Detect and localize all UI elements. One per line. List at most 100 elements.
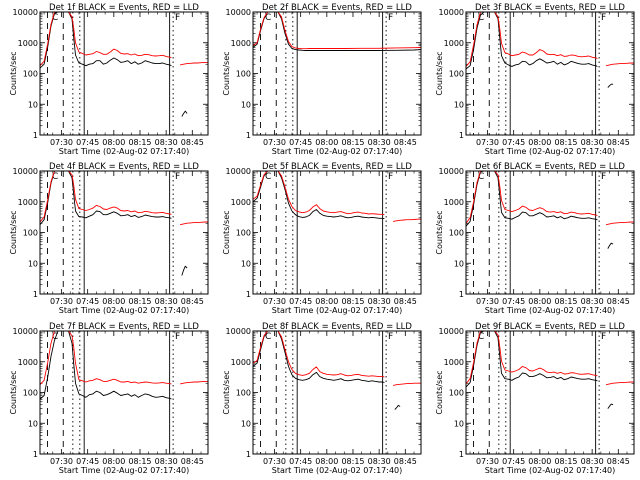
y-axis-label: Counts/sec: [435, 210, 444, 254]
axes-frame: [465, 170, 635, 295]
y-tick-label: 10000: [13, 327, 38, 336]
interval-marker-letter: F: [388, 13, 393, 23]
series-line-events: [394, 404, 401, 410]
x-tick-label: 08:00: [528, 297, 551, 306]
series-line-lld: [253, 12, 421, 50]
x-tick-label: 07:30: [263, 138, 286, 147]
y-tick-label: 10000: [13, 167, 38, 176]
x-axis-label: Start Time (02-Aug-02 07:17:40): [59, 147, 190, 156]
chart-panel: Det 7f BLACK = Events, RED = LLD Counts/s…: [9, 322, 209, 475]
y-tick-label: 1000: [444, 358, 464, 367]
series-line-lld: [253, 171, 385, 216]
x-tick-label: 08:30: [368, 297, 391, 306]
series-line-events: [607, 242, 614, 249]
x-axis-label: Start Time (02-Aug-02 07:17:40): [272, 147, 403, 156]
y-tick-label: 1: [246, 290, 251, 299]
series-line-lld: [605, 62, 634, 67]
chart-title: Det 2f BLACK = Events, RED = LLD: [262, 3, 412, 13]
interval-marker-letter: C: [52, 13, 58, 23]
series-line-events: [607, 83, 614, 88]
x-axis-label: Start Time (02-Aug-02 07:17:40): [272, 306, 403, 315]
x-tick-label: 07:45: [289, 138, 312, 147]
chart-panel: Det 5f BLACK = Events, RED = LLD Counts/s…: [222, 162, 422, 315]
x-tick-label: 07:30: [476, 138, 499, 147]
interval-marker-letter: F: [175, 172, 180, 182]
y-tick-label: 1: [459, 290, 464, 299]
chart-title: Det 9f BLACK = Events, RED = LLD: [475, 322, 625, 332]
y-tick-label: 10: [241, 259, 251, 268]
chart-title: Det 6f BLACK = Events, RED = LLD: [475, 162, 625, 172]
x-tick-label: 08:45: [607, 457, 630, 466]
axes-frame: [39, 11, 209, 136]
x-tick-label: 08:45: [181, 297, 204, 306]
chart-panel: Det 2f BLACK = Events, RED = LLD Counts/s…: [222, 3, 422, 156]
x-axis-label: Start Time (02-Aug-02 07:17:40): [485, 147, 616, 156]
x-axis-label: Start Time (02-Aug-02 07:17:40): [59, 306, 190, 315]
series-line-lld: [466, 331, 598, 385]
series-group: [253, 331, 421, 410]
x-tick-label: 07:30: [50, 138, 73, 147]
y-tick-label: 100: [23, 229, 38, 238]
y-tick-label: 100: [23, 389, 38, 398]
x-tick-label: 08:00: [528, 138, 551, 147]
x-tick-label: 08:15: [554, 297, 577, 306]
y-tick-label: 10: [241, 100, 251, 109]
y-tick-label: 1: [246, 131, 251, 140]
interval-marker-letter: C: [52, 172, 58, 182]
interval-marker-letter: C: [265, 172, 271, 182]
series-group: [253, 171, 421, 222]
x-tick-label: 07:45: [289, 457, 312, 466]
chart-title: Det 4f BLACK = Events, RED = LLD: [49, 162, 199, 172]
y-tick-label: 100: [449, 70, 464, 79]
x-tick-label: 08:45: [394, 457, 417, 466]
y-axis-label: Counts/sec: [222, 210, 231, 254]
series-line-events: [40, 171, 172, 225]
interval-marker-letter: F: [601, 332, 606, 342]
y-tick-label: 1000: [231, 198, 251, 207]
y-tick-label: 10: [28, 100, 38, 109]
axes-frame: [252, 11, 422, 136]
x-tick-label: 07:30: [476, 297, 499, 306]
x-tick-label: 07:45: [76, 138, 99, 147]
x-tick-label: 07:30: [476, 457, 499, 466]
series-line-lld: [253, 331, 385, 378]
y-tick-label: 10: [241, 419, 251, 428]
x-tick-label: 07:45: [502, 138, 525, 147]
y-axis-label: Counts/sec: [222, 370, 231, 414]
series-line-events: [253, 12, 421, 51]
y-tick-label: 1000: [444, 198, 464, 207]
series-group: [466, 171, 634, 249]
x-axis-label: Start Time (02-Aug-02 07:17:40): [272, 466, 403, 475]
y-tick-label: 100: [23, 70, 38, 79]
y-axis-label: Counts/sec: [9, 210, 18, 254]
y-tick-label: 100: [449, 389, 464, 398]
series-line-lld: [466, 12, 598, 67]
x-tick-label: 08:45: [607, 297, 630, 306]
x-tick-label: 08:00: [102, 457, 125, 466]
x-tick-label: 08:30: [368, 457, 391, 466]
axes-frame: [465, 330, 635, 455]
series-line-lld: [393, 382, 421, 386]
interval-marker-letter: C: [478, 332, 484, 342]
x-tick-label: 08:45: [181, 138, 204, 147]
y-tick-label: 1: [459, 450, 464, 459]
y-tick-label: 10: [454, 100, 464, 109]
interval-marker-letter: C: [265, 13, 271, 23]
y-tick-label: 1000: [18, 39, 38, 48]
x-tick-label: 08:45: [394, 138, 417, 147]
x-axis-label: Start Time (02-Aug-02 07:17:40): [59, 466, 190, 475]
y-tick-label: 100: [236, 70, 251, 79]
x-tick-label: 08:15: [128, 138, 151, 147]
chart-panel: Det 6f BLACK = Events, RED = LLD Counts/s…: [435, 162, 635, 315]
chart-title: Det 3f BLACK = Events, RED = LLD: [475, 3, 625, 13]
x-tick-label: 08:15: [341, 138, 364, 147]
x-tick-label: 08:00: [528, 457, 551, 466]
chart-title: Det 7f BLACK = Events, RED = LLD: [49, 322, 199, 332]
x-tick-label: 07:45: [502, 297, 525, 306]
y-tick-label: 1000: [231, 358, 251, 367]
axes-frame: [252, 170, 422, 295]
series-line-lld: [40, 331, 172, 386]
chart-title: Det 8f BLACK = Events, RED = LLD: [262, 322, 412, 332]
series-line-events: [181, 110, 188, 117]
interval-marker-letter: C: [265, 332, 271, 342]
